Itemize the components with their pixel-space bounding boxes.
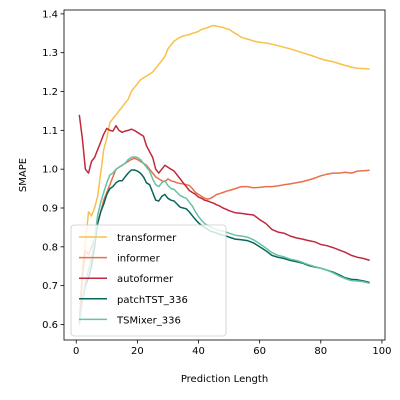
legend-label: transformer: [117, 233, 177, 244]
legend-label: autoformer: [117, 274, 174, 285]
axes-frame: [63, 9, 386, 341]
y-tick-label: 0.8: [42, 242, 58, 253]
y-axis-label: SMAPE: [18, 158, 29, 192]
series-line-autoformer: [78, 114, 370, 262]
series-line-patchtst-336: [78, 169, 370, 325]
x-tick-label: 100: [372, 346, 391, 357]
x-tick-label: 40: [192, 346, 205, 357]
legend-label: informer: [117, 254, 161, 265]
legend-label: TSMixer_336: [116, 315, 181, 326]
series-line-tsmixer-336: [78, 156, 370, 325]
legend-box: [70, 224, 227, 337]
y-tick-label: 1.3: [42, 48, 58, 59]
axes: 0 20 40 60 80 100 0.6 0.7 0.8 0.9 1.0 1.1 1.2 1.3 1.4: [42, 9, 391, 357]
legend-label: patchTST_336: [117, 295, 188, 306]
plot-area: [78, 24, 370, 325]
y-tick-label: 1.1: [42, 126, 58, 137]
x-tick-label: 60: [253, 346, 266, 357]
y-tick-label: 1.4: [42, 9, 58, 20]
y-tick-label: 1.2: [42, 87, 58, 98]
y-tick-label: 0.7: [42, 281, 58, 292]
x-tick-label: 0: [73, 346, 79, 357]
x-axis-label: Prediction Length: [181, 374, 268, 385]
x-tick-label: 80: [314, 346, 327, 357]
y-tick-label: 1.0: [42, 165, 58, 176]
y-tick-label: 0.6: [42, 320, 58, 331]
series-line-transformer: [78, 24, 370, 325]
x-tick-label: 20: [131, 346, 144, 357]
y-tick-label: 0.9: [42, 204, 58, 215]
legend: transformer informer autoformer patchTST_33…: [70, 224, 227, 337]
